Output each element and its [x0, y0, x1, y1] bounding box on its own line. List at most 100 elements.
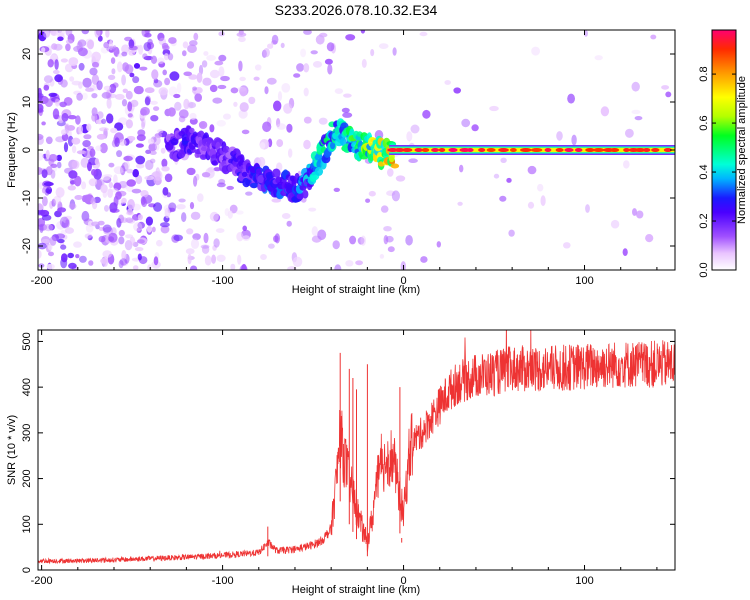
- spectrogram-noise-blob: [194, 93, 202, 102]
- spectrogram-noise-blob: [74, 195, 83, 200]
- spectrogram-noise-blob: [41, 121, 46, 126]
- spectrogram-noise-blob: [283, 103, 293, 114]
- spectrogram-noise-blob: [527, 201, 535, 209]
- spectrogram-noise-blob: [345, 260, 354, 267]
- spectrogram-noise-blob: [65, 39, 74, 44]
- spectrogram-noise-blob: [537, 183, 544, 192]
- spectrogram-signal-blob: [241, 171, 248, 177]
- spectrogram-noise-blob: [461, 118, 471, 128]
- snr-panel: -200 -100 0 100 0 100 200 300 400 500 Height of …: [6, 329, 676, 596]
- spectrogram-noise-blob: [41, 187, 47, 194]
- carrier-core-blob: [642, 148, 651, 152]
- spectrogram-noise-blob: [303, 30, 312, 35]
- spectrogram-noise-blob: [45, 188, 50, 194]
- spectrogram-noise-blob: [203, 51, 209, 56]
- spectrogram-noise-blob: [357, 237, 365, 245]
- spectrogram-noise-blob: [500, 157, 507, 163]
- spectrogram-noise-blob: [379, 254, 385, 259]
- spectrogram-noise-blob: [174, 101, 182, 111]
- spectrogram-noise-blob: [631, 109, 641, 115]
- spectrogram-noise-blob: [192, 86, 198, 91]
- spectrogram-noise-blob: [125, 119, 133, 129]
- spectrogram-noise-blob: [189, 112, 197, 120]
- spectrogram-noise-blob: [254, 64, 262, 71]
- carrier-core-blob: [438, 148, 446, 152]
- spectrogram-x-axis: -200 -100 0 100: [31, 30, 658, 287]
- spectrogram-noise-blob: [213, 238, 220, 248]
- spectrogram-noise-blob: [185, 248, 195, 255]
- spectrogram-signal-blob: [302, 189, 309, 199]
- spectrogram-noise-blob: [326, 42, 335, 52]
- spectrogram-noise-blob: [144, 175, 155, 181]
- spectrogram-noise-blob: [236, 232, 244, 242]
- spectrogram-noise-blob: [40, 236, 51, 245]
- spectrogram-noise-blob: [65, 30, 73, 37]
- spectrogram-noise-blob: [151, 226, 156, 233]
- spectrogram-noise-blob: [81, 181, 87, 190]
- spectrogram-noise-blob: [108, 232, 118, 243]
- spectrogram-noise-blob: [392, 47, 397, 56]
- spectrogram-noise-blob: [82, 140, 91, 148]
- spectrogram-noise-blob: [324, 58, 333, 65]
- spectrogram-noise-blob: [334, 88, 344, 94]
- spectrogram-noise-blob: [41, 169, 48, 179]
- spectrogram-noise-blob: [126, 179, 136, 187]
- spectrogram-noise-blob: [60, 79, 68, 88]
- spectrogram-noise-blob: [111, 188, 119, 193]
- spectrogram-noise-blob: [111, 68, 116, 75]
- spectrogram-noise-blob: [103, 85, 111, 91]
- snr-series-layer: [38, 330, 675, 565]
- spectrogram-noise-blob: [164, 77, 171, 86]
- spectrogram-noise-blob: [94, 158, 100, 165]
- spectrogram-noise-blob: [38, 133, 44, 141]
- spectrogram-noise-blob: [183, 98, 190, 110]
- spectrogram-noise-blob: [238, 30, 244, 36]
- spectrogram-noise-blob: [50, 169, 56, 179]
- spectrogram-noise-blob: [50, 30, 59, 36]
- spectrogram-noise-blob: [82, 194, 92, 203]
- spectrogram-noise-blob: [169, 71, 180, 81]
- spectrogram-noise-blob: [274, 233, 280, 244]
- spectrogram-noise-blob: [206, 54, 217, 61]
- spectrogram-noise-blob: [68, 57, 79, 66]
- spectrogram-noise-blob: [365, 198, 371, 203]
- spectrogram-noise-blob: [327, 64, 333, 75]
- spectrogram-noise-blob: [163, 53, 169, 61]
- spectrogram-noise-blob: [101, 118, 107, 125]
- spectrogram-noise-blob: [276, 139, 284, 148]
- spectrogram-noise-blob: [38, 249, 42, 259]
- spectrogram-noise-blob: [173, 234, 183, 241]
- spectrogram-noise-blob: [303, 63, 310, 73]
- spectrogram-noise-blob: [130, 99, 139, 107]
- spectrogram-noise-blob: [157, 57, 165, 64]
- spectrogram-noise-blob: [162, 49, 171, 56]
- spectrogram-noise-blob: [600, 106, 610, 117]
- spectrogram-noise-blob: [215, 228, 225, 234]
- spectrogram-noise-blob: [308, 207, 317, 212]
- spectrogram-signal-blob: [170, 137, 179, 146]
- spectrogram-noise-blob: [49, 78, 55, 87]
- spectrogram-noise-blob: [181, 212, 187, 223]
- spectrogram-noise-blob: [167, 107, 176, 117]
- spectrogram-noise-blob: [288, 148, 293, 158]
- spectrogram-signal-blob: [211, 160, 219, 166]
- spectrogram-noise-blob: [88, 178, 98, 187]
- spectrogram-noise-blob: [161, 158, 168, 168]
- spectrogram-noise-blob: [139, 66, 148, 71]
- spectrogram-noise-blob: [317, 229, 327, 241]
- spectrogram-noise-blob: [108, 182, 114, 189]
- spectrogram-noise-blob: [311, 226, 318, 237]
- spectrogram-noise-blob: [563, 242, 571, 249]
- spectrogram-signal-layer: [164, 118, 675, 203]
- spectrogram-noise-blob: [135, 174, 143, 185]
- spectrogram-noise-blob: [370, 49, 375, 57]
- spectrogram-noise-blob: [67, 252, 74, 259]
- spectrogram-noise-blob: [334, 264, 342, 270]
- spectrogram-noise-blob: [508, 229, 515, 237]
- spectrogram-noise-blob: [277, 91, 283, 102]
- spectrogram-noise-blob: [148, 143, 157, 152]
- spectrogram-noise-blob: [161, 166, 170, 172]
- spectrogram-noise-blob: [342, 112, 353, 118]
- y-tick-label: 10: [21, 96, 33, 108]
- spectrogram-noise-blob: [164, 173, 173, 183]
